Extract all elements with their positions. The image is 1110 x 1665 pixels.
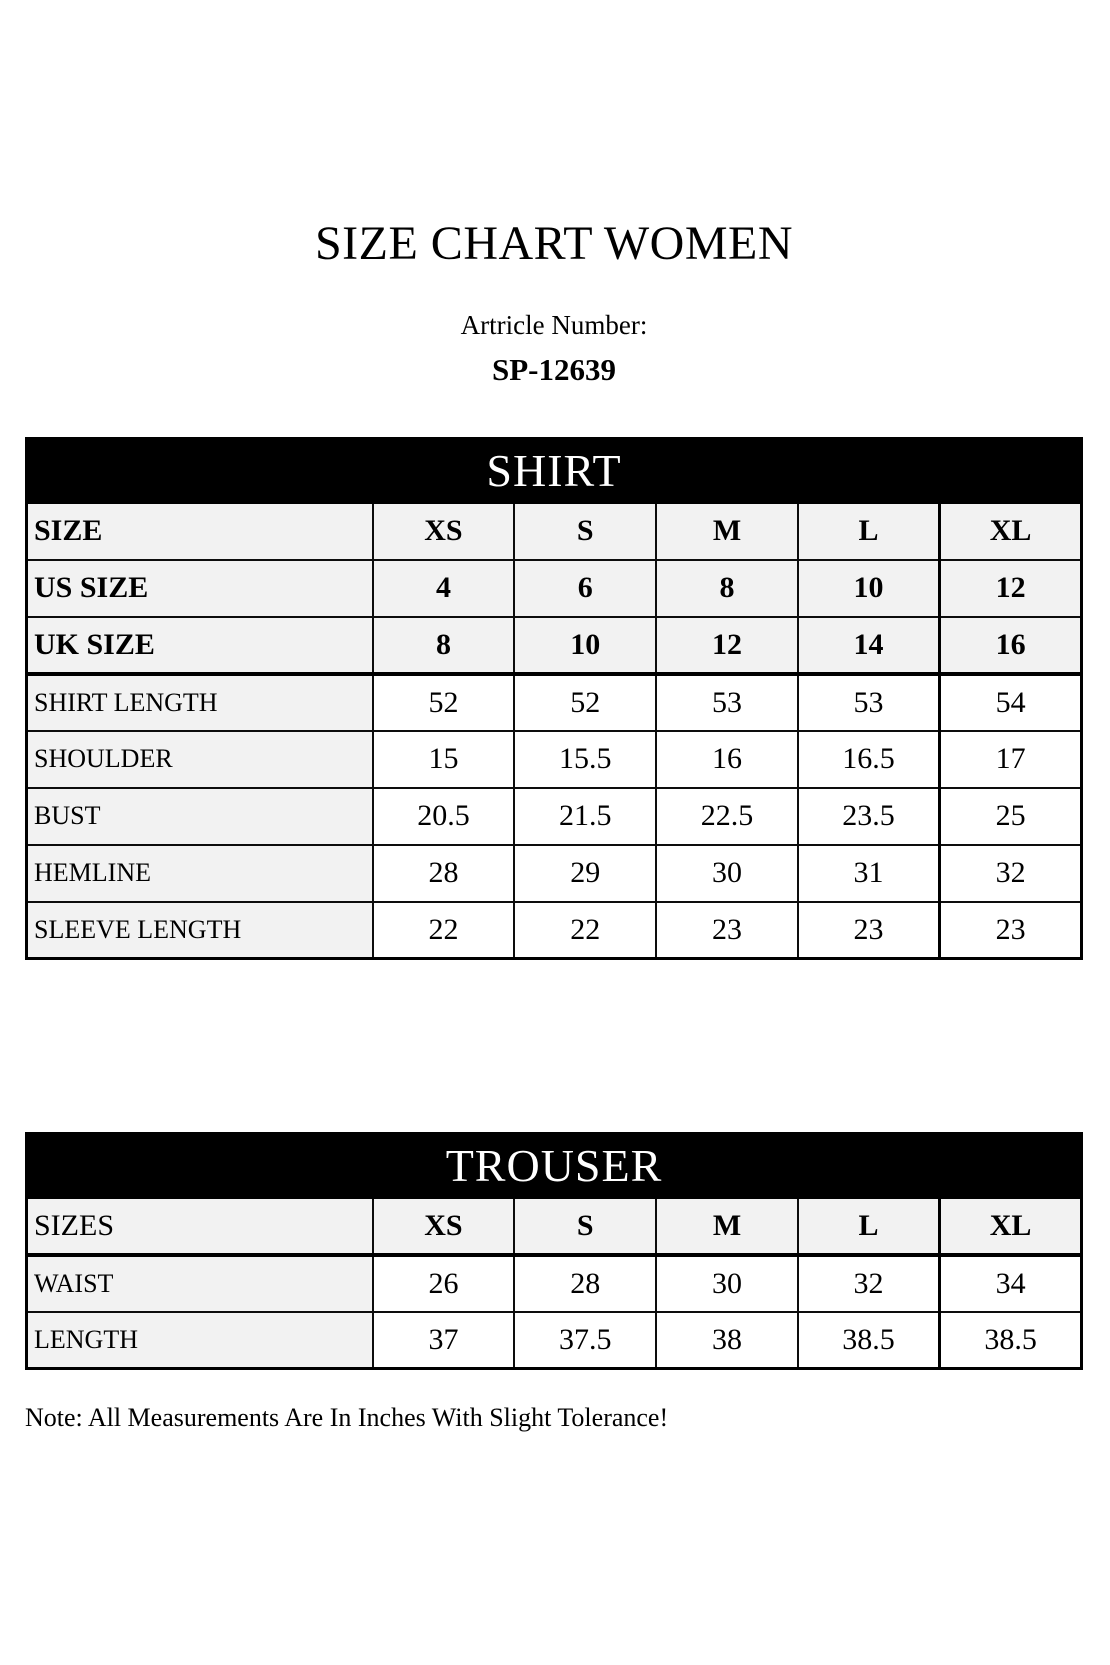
trouser-table-banner-row: TROUSER bbox=[25, 1132, 1083, 1199]
row-label: SIZES bbox=[25, 1196, 374, 1257]
value-cell: 8 bbox=[655, 558, 799, 618]
value-cell: 32 bbox=[938, 843, 1083, 903]
value-cell: 28 bbox=[513, 1253, 658, 1313]
value-cell: 23 bbox=[938, 900, 1083, 960]
trouser-table-body: SIZES XS S M L XL WAIST 26 28 30 32 34 LENGTH 37 37.5 3… bbox=[25, 1196, 1083, 1370]
value-cell: XS bbox=[371, 501, 516, 561]
value-cell: 32 bbox=[796, 1253, 941, 1313]
value-cell: 38 bbox=[655, 1310, 799, 1370]
shirt-table-banner-row: SHIRT bbox=[25, 437, 1083, 504]
value-cell: 52 bbox=[371, 672, 516, 732]
value-cell: 4 bbox=[371, 558, 516, 618]
article-number-value: SP-12639 bbox=[492, 352, 616, 387]
table-row: SIZE XS S M L XL bbox=[25, 501, 1083, 561]
value-cell: S bbox=[513, 1196, 658, 1257]
size-chart-page: SIZE CHART WOMEN Artricle Number: SP-126… bbox=[25, 0, 1083, 1433]
row-label: BUST bbox=[25, 786, 374, 846]
row-label: HEMLINE bbox=[25, 843, 374, 903]
row-label: SIZE bbox=[25, 501, 374, 561]
table-row: HEMLINE 28 29 30 31 32 bbox=[25, 843, 1083, 903]
value-cell: 52 bbox=[513, 672, 658, 732]
value-cell: 15.5 bbox=[513, 729, 658, 789]
row-label: UK SIZE bbox=[25, 615, 374, 676]
value-cell: 17 bbox=[938, 729, 1083, 789]
value-cell: 8 bbox=[371, 615, 516, 676]
value-cell: 38.5 bbox=[938, 1310, 1083, 1370]
value-cell: 22.5 bbox=[655, 786, 799, 846]
value-cell: 53 bbox=[796, 672, 941, 732]
value-cell: 26 bbox=[371, 1253, 516, 1313]
row-label: US SIZE bbox=[25, 558, 374, 618]
table-row: SLEEVE LENGTH 22 22 23 23 23 bbox=[25, 900, 1083, 960]
page-title: SIZE CHART WOMEN bbox=[314, 217, 793, 270]
value-cell: 16 bbox=[938, 615, 1083, 676]
value-cell: 37.5 bbox=[513, 1310, 658, 1370]
value-cell: 53 bbox=[655, 672, 799, 732]
table-row: WAIST 26 28 30 32 34 bbox=[25, 1253, 1083, 1313]
value-cell: 23 bbox=[655, 900, 799, 960]
value-cell: 10 bbox=[513, 615, 658, 676]
value-cell: 21.5 bbox=[513, 786, 658, 846]
value-cell: 22 bbox=[513, 900, 658, 960]
trouser-table-title: TROUSER bbox=[25, 1132, 1083, 1199]
value-cell: 10 bbox=[796, 558, 941, 618]
table-row: SIZES XS S M L XL bbox=[25, 1196, 1083, 1257]
row-label: WAIST bbox=[25, 1253, 374, 1313]
value-cell: 54 bbox=[938, 672, 1083, 732]
shirt-table-body: SIZE XS S M L XL US SIZE 4 6 8 10 12 UK SIZE 8 10 12 14 1… bbox=[25, 501, 1083, 960]
row-label: SLEEVE LENGTH bbox=[25, 900, 374, 960]
value-cell: 20.5 bbox=[371, 786, 516, 846]
row-label: SHIRT LENGTH bbox=[25, 672, 374, 732]
value-cell: 37 bbox=[371, 1310, 516, 1370]
value-cell: 30 bbox=[655, 843, 799, 903]
value-cell: 29 bbox=[513, 843, 658, 903]
value-cell: M bbox=[655, 501, 799, 561]
value-cell: M bbox=[655, 1196, 799, 1257]
value-cell: 22 bbox=[371, 900, 516, 960]
value-cell: L bbox=[796, 1196, 941, 1257]
value-cell: 38.5 bbox=[796, 1310, 941, 1370]
value-cell: 34 bbox=[938, 1253, 1083, 1313]
table-row: SHOULDER 15 15.5 16 16.5 17 bbox=[25, 729, 1083, 789]
table-row: US SIZE 4 6 8 10 12 bbox=[25, 558, 1083, 618]
row-label: SHOULDER bbox=[25, 729, 374, 789]
value-cell: XS bbox=[371, 1196, 516, 1257]
value-cell: L bbox=[796, 501, 941, 561]
value-cell: 23.5 bbox=[796, 786, 941, 846]
value-cell: 23 bbox=[796, 900, 941, 960]
value-cell: 25 bbox=[938, 786, 1083, 846]
shirt-size-table: SHIRT SIZE XS S M L XL US SIZE 4 6 8 10 12 UK SIZE 8 1… bbox=[25, 437, 1083, 960]
table-row: UK SIZE 8 10 12 14 16 bbox=[25, 615, 1083, 676]
row-label: LENGTH bbox=[25, 1310, 374, 1370]
article-number-label: Artricle Number: bbox=[460, 310, 648, 340]
value-cell: 31 bbox=[796, 843, 941, 903]
value-cell: XL bbox=[938, 501, 1083, 561]
value-cell: 6 bbox=[513, 558, 658, 618]
value-cell: 12 bbox=[655, 615, 799, 676]
value-cell: 12 bbox=[938, 558, 1083, 618]
shirt-table-title: SHIRT bbox=[25, 437, 1083, 504]
table-row: LENGTH 37 37.5 38 38.5 38.5 bbox=[25, 1310, 1083, 1370]
measurement-note: Note: All Measurements Are In Inches Wit… bbox=[25, 1403, 669, 1432]
value-cell: 16.5 bbox=[796, 729, 941, 789]
value-cell: 16 bbox=[655, 729, 799, 789]
value-cell: 30 bbox=[655, 1253, 799, 1313]
trouser-size-table: TROUSER SIZES XS S M L XL WAIST 26 28 30 32 34 LENGT… bbox=[25, 1132, 1083, 1370]
value-cell: 15 bbox=[371, 729, 516, 789]
value-cell: XL bbox=[938, 1196, 1083, 1257]
table-row: SHIRT LENGTH 52 52 53 53 54 bbox=[25, 672, 1083, 732]
table-row: BUST 20.5 21.5 22.5 23.5 25 bbox=[25, 786, 1083, 846]
value-cell: 28 bbox=[371, 843, 516, 903]
value-cell: S bbox=[513, 501, 658, 561]
value-cell: 14 bbox=[796, 615, 941, 676]
